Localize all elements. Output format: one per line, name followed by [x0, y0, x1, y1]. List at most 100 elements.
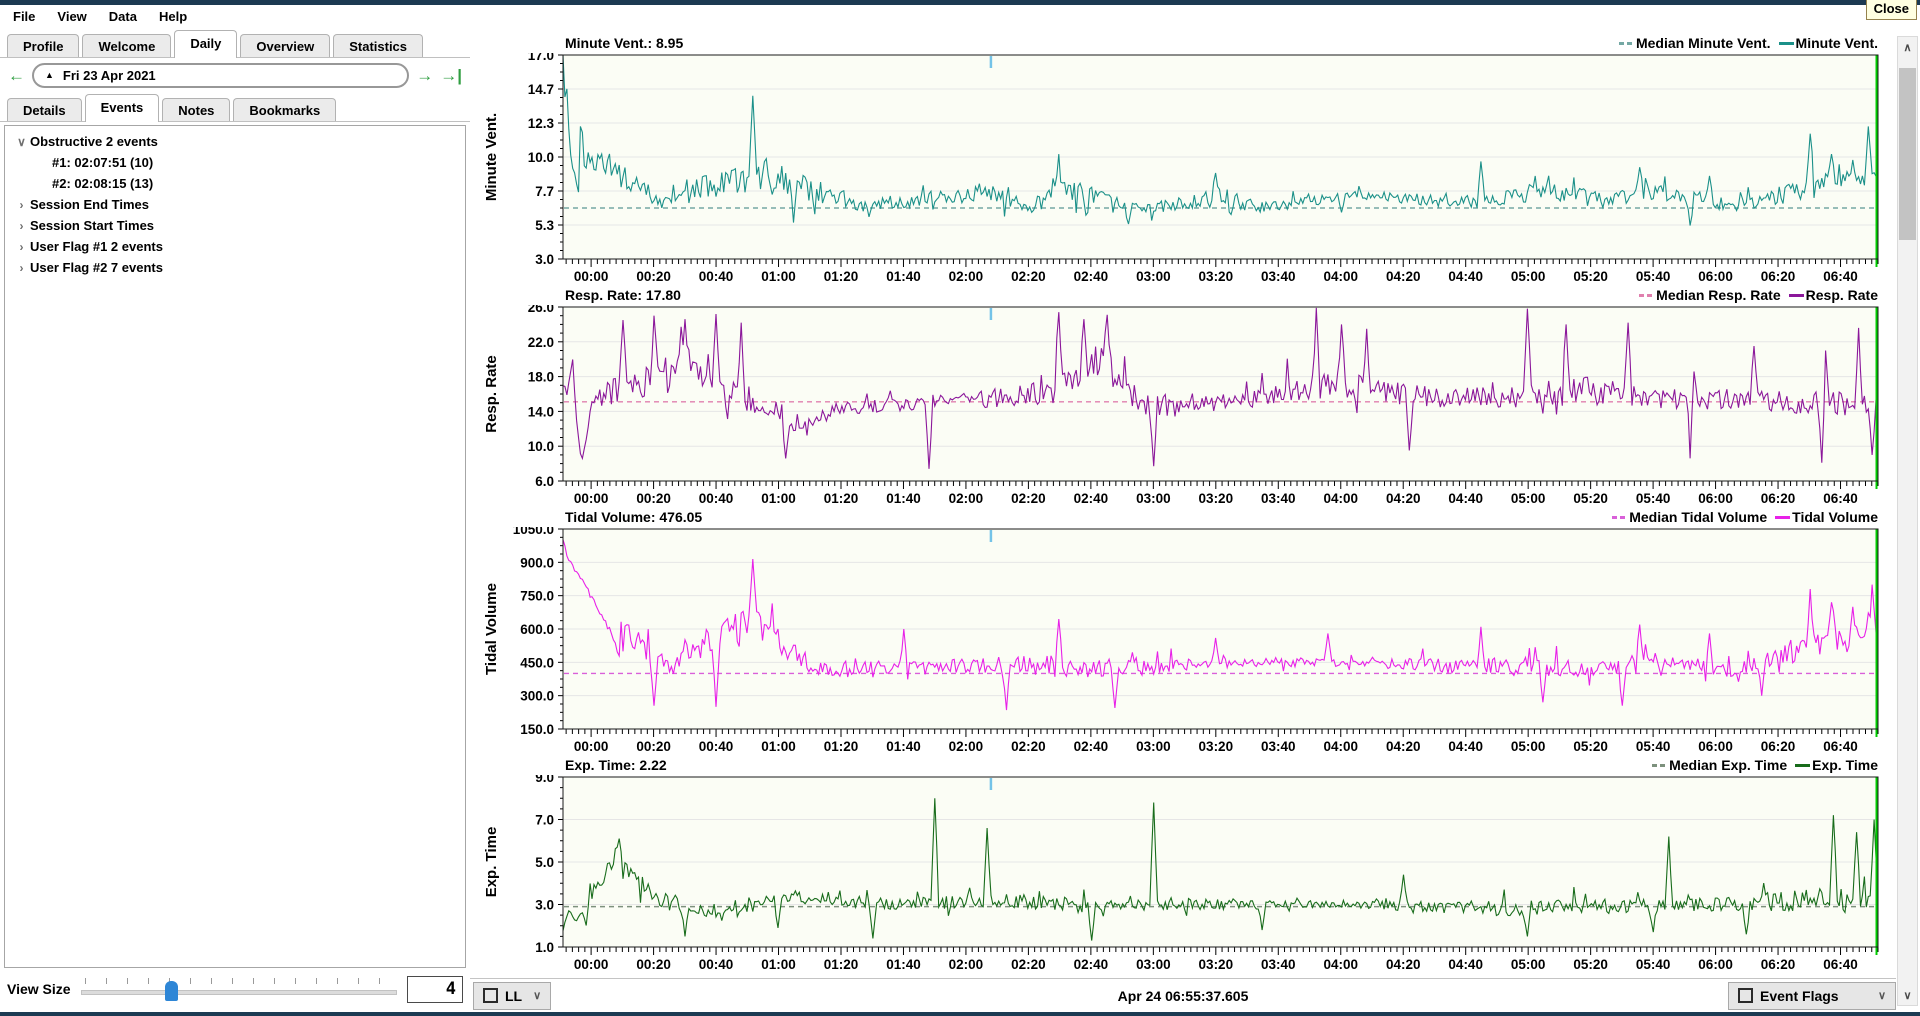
chart-header: Minute Vent.: 8.95 Median Minute Vent. Min…	[470, 34, 1920, 53]
tree-item-session-end-times[interactable]: › Session End Times	[5, 194, 465, 215]
chart-plot-minute-vent[interactable]: 17.0 14.7 12.3 10.0 7.7 5.3 3.0 Minute Vent. 00:…	[470, 53, 1920, 286]
svg-text:03:00: 03:00	[1136, 957, 1171, 972]
tab-profile[interactable]: Profile	[7, 34, 80, 58]
svg-text:06:20: 06:20	[1761, 739, 1796, 754]
slider-handle[interactable]	[164, 981, 178, 1001]
svg-text:06:40: 06:40	[1823, 957, 1858, 972]
svg-text:06:00: 06:00	[1698, 957, 1733, 972]
svg-text:06:00: 06:00	[1698, 491, 1733, 506]
legend-label: Resp. Rate	[1805, 287, 1878, 303]
tab-overview[interactable]: Overview	[240, 34, 331, 58]
svg-text:04:00: 04:00	[1323, 957, 1358, 972]
date-dropdown[interactable]: ▲ Fri 23 Apr 2021	[32, 62, 410, 88]
tree-item-session-start-times[interactable]: › Session Start Times	[5, 215, 465, 236]
chart-header: Tidal Volume: 476.05 Median Tidal Volume T…	[470, 508, 1920, 527]
view-size-slider[interactable]	[80, 975, 397, 1003]
svg-text:01:20: 01:20	[824, 269, 859, 284]
chevron-right-icon[interactable]: ›	[19, 239, 24, 254]
svg-text:01:00: 01:00	[761, 957, 796, 972]
svg-text:14.0: 14.0	[528, 404, 554, 419]
tab-details[interactable]: Details	[7, 98, 82, 122]
svg-text:1.0: 1.0	[535, 940, 554, 955]
main-tab-bar: Profile Welcome Daily Overview Statistics	[0, 28, 470, 58]
tree-item-label: #1: 02:07:51 (10)	[52, 155, 154, 170]
svg-text:05:00: 05:00	[1511, 491, 1546, 506]
series-line	[562, 539, 1879, 711]
close-button[interactable]: Close	[1865, 0, 1917, 20]
menu-item-help[interactable]: Help	[158, 9, 188, 24]
svg-text:02:40: 02:40	[1074, 957, 1109, 972]
median-line-swatch-icon	[1652, 763, 1668, 767]
svg-text:02:00: 02:00	[949, 739, 984, 754]
chart-exp-time: Exp. Time: 2.22 Median Exp. Time Exp. Time…	[470, 756, 1920, 974]
svg-text:04:20: 04:20	[1386, 957, 1421, 972]
svg-text:01:40: 01:40	[886, 491, 921, 506]
previous-day-arrow-icon[interactable]: ←	[8, 65, 25, 85]
svg-text:450.0: 450.0	[520, 655, 554, 670]
tab-notes[interactable]: Notes	[162, 98, 231, 122]
median-line-swatch-icon	[1639, 293, 1655, 297]
tree-item-label: Session Start Times	[30, 218, 155, 233]
svg-text:04:00: 04:00	[1323, 269, 1358, 284]
svg-text:04:00: 04:00	[1323, 491, 1358, 506]
chevron-down-icon: ∨	[533, 990, 542, 1002]
svg-text:02:00: 02:00	[949, 491, 984, 506]
tree-item-label: Obstructive 2 events	[30, 134, 158, 149]
chevron-right-icon[interactable]: ›	[19, 218, 24, 233]
tree-item-2-02-08-15-13[interactable]: #2: 02:08:15 (13)	[5, 173, 465, 194]
slider-groove[interactable]	[80, 990, 397, 995]
chart-legend: Median Tidal Volume Tidal Volume	[1604, 509, 1878, 525]
chevron-down-icon[interactable]: ∨	[17, 134, 26, 149]
svg-text:06:00: 06:00	[1698, 269, 1733, 284]
menu-item-view[interactable]: View	[57, 9, 87, 24]
up-triangle-icon: ▲	[45, 70, 54, 80]
svg-text:00:20: 00:20	[636, 957, 671, 972]
chart-plot-resp-rate[interactable]: 26.0 22.0 18.0 14.0 10.0 6.0 Resp. Rate 00:00 00…	[470, 305, 1920, 508]
svg-text:01:00: 01:00	[761, 269, 796, 284]
chart-header: Resp. Rate: 17.80 Median Resp. Rate Resp. …	[470, 286, 1920, 305]
last-day-arrow-icon[interactable]: →|	[440, 65, 462, 85]
chart-title: Exp. Time: 2.22	[565, 757, 667, 773]
window-title-strip: Close	[0, 0, 1920, 20]
chevron-right-icon[interactable]: ›	[19, 197, 24, 212]
menu-item-data[interactable]: Data	[108, 9, 137, 24]
svg-text:17.0: 17.0	[528, 53, 554, 63]
svg-text:06:40: 06:40	[1823, 739, 1858, 754]
chart-scrollbar[interactable]: ∧ ∨	[1897, 36, 1918, 1006]
tree-item-obstructive-2-events[interactable]: ∨ Obstructive 2 events	[5, 131, 465, 152]
graph-layout-combo[interactable]: LL ∨	[473, 981, 552, 1010]
legend-label: Median Minute Vent.	[1635, 35, 1771, 51]
svg-text:03:20: 03:20	[1199, 269, 1234, 284]
window-bottom-strip	[0, 1012, 1920, 1016]
tab-bookmarks[interactable]: Bookmarks	[233, 98, 337, 122]
scrollbar-down-icon[interactable]: ∨	[1903, 989, 1912, 1002]
svg-text:00:40: 00:40	[699, 957, 734, 972]
chart-plot-exp-time[interactable]: 9.0 7.0 5.0 3.0 1.0 Exp. Time 00:00 00:20 00:40 0…	[470, 775, 1920, 974]
event-flags-toggle[interactable]: Event Flags ∨	[1728, 981, 1896, 1010]
series-line	[562, 307, 1879, 469]
tree-item-user-flag-2-7-events[interactable]: › User Flag #2 7 events	[5, 257, 465, 278]
svg-text:05:20: 05:20	[1573, 957, 1608, 972]
checkbox-icon	[483, 988, 498, 1003]
chevron-right-icon[interactable]: ›	[19, 260, 24, 275]
line-swatch-icon	[1775, 515, 1791, 519]
tab-events[interactable]: Events	[84, 94, 160, 122]
tree-item-1-02-07-51-10[interactable]: #1: 02:07:51 (10)	[5, 152, 465, 173]
scrollbar-up-icon[interactable]: ∧	[1903, 41, 1912, 54]
tab-daily[interactable]: Daily	[174, 30, 238, 58]
tab-statistics[interactable]: Statistics	[333, 34, 424, 58]
tab-welcome[interactable]: Welcome	[82, 34, 172, 58]
chart-legend: Median Minute Vent. Minute Vent.	[1611, 35, 1878, 51]
svg-text:00:00: 00:00	[574, 957, 609, 972]
series-line	[562, 798, 1879, 941]
chart-plot-tidal-volume[interactable]: 1050.0 900.0 750.0 600.0 450.0 300.0 150.0 Tida…	[470, 527, 1920, 756]
median-line-swatch-icon	[1612, 515, 1628, 519]
next-day-arrow-icon[interactable]: →	[416, 65, 434, 85]
chart-title: Tidal Volume: 476.05	[565, 509, 703, 525]
tree-item-user-flag-1-2-events[interactable]: › User Flag #1 2 events	[5, 236, 465, 257]
svg-text:00:00: 00:00	[574, 269, 609, 284]
svg-text:05:40: 05:40	[1636, 491, 1671, 506]
svg-text:01:40: 01:40	[886, 957, 921, 972]
scrollbar-thumb[interactable]	[1899, 68, 1916, 240]
menu-item-file[interactable]: File	[13, 9, 36, 24]
